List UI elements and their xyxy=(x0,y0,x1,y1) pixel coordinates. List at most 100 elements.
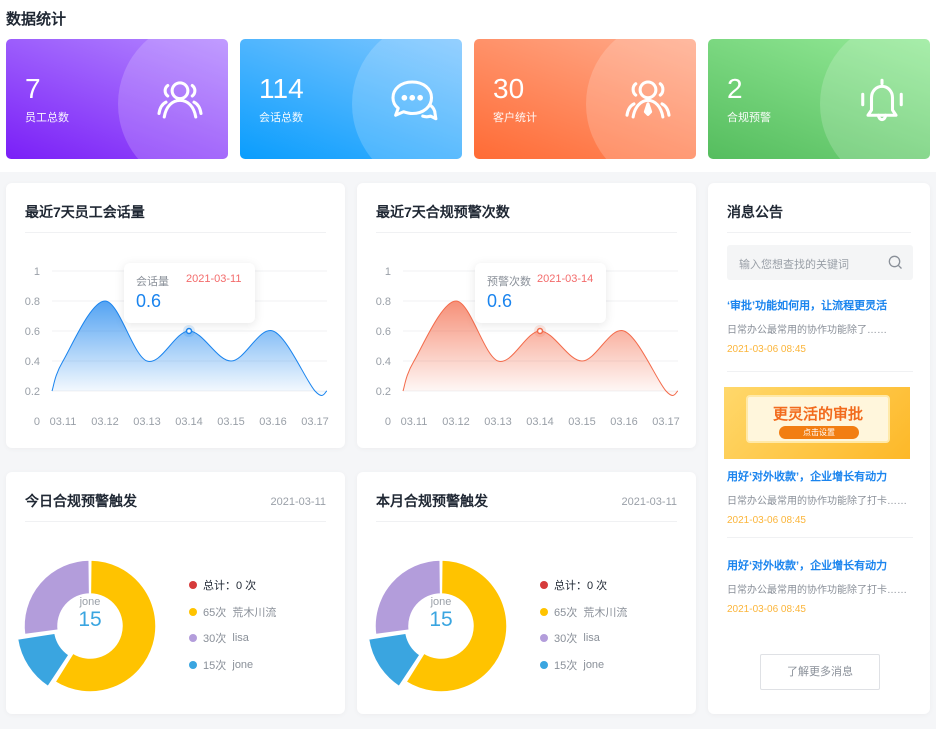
tooltip-value: 0.6 xyxy=(487,291,513,311)
donut-center: jone 15 xyxy=(60,596,120,632)
y-tick-label: 0.4 xyxy=(376,356,391,368)
divider xyxy=(25,232,326,233)
tooltip-label: 会话量 xyxy=(136,276,169,288)
notice-summary: 日常办公最常用的协作功能除了…… xyxy=(727,325,887,336)
panel-title: 今日合规预警触发 xyxy=(25,493,137,509)
x-tick-label: 03.17 xyxy=(652,416,680,428)
legend-item[interactable]: 15次 jone xyxy=(540,652,627,679)
panel-title: 最近7天合规预警次数 xyxy=(376,204,510,220)
notice-date: 2021-03-06 08:45 xyxy=(727,604,806,615)
x-tick-label: 03.12 xyxy=(91,416,119,428)
x-tick-label: 03.11 xyxy=(401,416,428,428)
search-icon[interactable] xyxy=(888,255,903,270)
legend-dot xyxy=(189,581,197,590)
panel-title: 消息公告 xyxy=(727,204,783,220)
notice-title[interactable]: 用好‘对外收款’，企业增长有动力 xyxy=(727,560,888,572)
search-input[interactable]: 输入您想查找的关键词 xyxy=(727,245,913,280)
decor-circle xyxy=(586,39,696,159)
x-tick-label: 03.16 xyxy=(259,416,287,428)
tooltip-value: 0.6 xyxy=(136,291,162,311)
stat-card[interactable]: 30 客户统计 xyxy=(474,39,696,159)
legend-item[interactable]: 65次 荒木川流 xyxy=(189,599,276,626)
page-title: 数据统计 xyxy=(6,11,67,28)
donut-panel-today: 今日合规预警触发 2021-03-11 jone 15 总计：0 次 65次 荒木川流… xyxy=(6,472,345,714)
legend-dot xyxy=(540,581,548,590)
panel-title: 本月合规预警触发 xyxy=(376,493,488,509)
stat-value: 114 xyxy=(259,73,304,104)
y-tick-label: 0.4 xyxy=(25,356,40,368)
stat-value: 30 xyxy=(493,73,525,104)
center-value: 15 xyxy=(78,608,102,631)
center-name: jone xyxy=(79,596,101,608)
legend-name: 荒木川流 xyxy=(583,606,628,619)
decor-circle xyxy=(820,39,930,159)
notice-item[interactable]: 用好‘对外收款’，企业增长有动力 日常办公最常用的协作功能除了打卡…… 2021… xyxy=(727,468,913,526)
stat-card[interactable]: 2 合规预警 xyxy=(708,39,930,159)
donut-slice[interactable] xyxy=(374,559,442,636)
tooltip-label: 预警次数 xyxy=(487,276,531,288)
donut-slice[interactable] xyxy=(23,559,91,636)
chat-icon xyxy=(391,80,438,121)
panel-date: 2021-03-11 xyxy=(621,496,677,508)
x-tick-label: 03.13 xyxy=(484,416,512,428)
legend-count: 65次 xyxy=(554,606,578,619)
y-tick-label: 1 xyxy=(34,266,40,278)
active-point[interactable] xyxy=(536,327,544,335)
legend-dot xyxy=(189,607,197,616)
notice-date: 2021-03-06 08:45 xyxy=(727,344,806,355)
notice-title[interactable]: ‘审批’功能如何用，让流程更灵活 xyxy=(727,300,888,312)
y-tick-label: 0 xyxy=(34,416,40,428)
donut-slice[interactable] xyxy=(53,559,157,693)
notice-panel: 消息公告 输入您想查找的关键词 ‘审批’功能如何用，让流程更灵活 日常办公最常用… xyxy=(708,183,930,714)
search-placeholder: 输入您想查找的关键词 xyxy=(739,259,849,271)
stat-card[interactable]: 7 员工总数 xyxy=(6,39,228,159)
legend-total-label: 总计：0 次 xyxy=(554,580,608,593)
notice-date: 2021-03-06 08:45 xyxy=(727,515,806,526)
banner-button[interactable]: 点击设置 xyxy=(779,426,859,439)
center-name: jone xyxy=(430,596,452,608)
notice-item[interactable]: 用好‘对外收款’，企业增长有动力 日常办公最常用的协作功能除了打卡…… 2021… xyxy=(727,557,913,615)
donut-slice[interactable] xyxy=(367,632,422,688)
more-messages-button[interactable]: 了解更多消息 xyxy=(760,654,880,690)
legend-item[interactable]: 65次 荒木川流 xyxy=(540,599,627,626)
donut-slice[interactable] xyxy=(16,632,71,688)
divider xyxy=(376,521,677,522)
notice-title[interactable]: 用好‘对外收款’，企业增长有动力 xyxy=(727,471,888,483)
legend-total-label: 总计：0 次 xyxy=(203,580,257,593)
x-tick-label: 03.14 xyxy=(175,416,203,428)
decor-circle xyxy=(118,39,228,159)
notice-item[interactable]: ‘审批’功能如何用，让流程更灵活 日常办公最常用的协作功能除了…… 2021-0… xyxy=(727,297,913,355)
x-tick-label: 03.17 xyxy=(301,416,329,428)
stat-value: 2 xyxy=(727,73,743,104)
donut-chart xyxy=(16,559,157,693)
notice-summary: 日常办公最常用的协作功能除了打卡…… xyxy=(727,585,907,596)
area-chart: 0 0.2 0.4 0.6 0.8 1 03.11 03.12 03.13 03.14 03.15 0… xyxy=(25,266,329,428)
divider xyxy=(727,537,913,538)
legend-dot xyxy=(189,660,197,669)
legend-item[interactable]: 30次 lisa xyxy=(189,625,276,652)
donut-legend: 总计：0 次 65次 荒木川流 30次 lisa 15次 jone xyxy=(189,572,276,678)
legend-name: lisa xyxy=(583,632,600,645)
notice-banner[interactable]: 更灵活的审批 点击设置 xyxy=(724,387,910,459)
legend-item[interactable]: 15次 jone xyxy=(189,652,276,679)
banner-title: 更灵活的审批 xyxy=(772,406,863,423)
divider xyxy=(25,521,326,522)
legend-count: 15次 xyxy=(554,659,578,672)
x-tick-label: 03.11 xyxy=(50,416,77,428)
y-tick-label: 0.6 xyxy=(376,326,391,338)
legend-dot xyxy=(540,634,548,643)
legend-dot xyxy=(540,660,548,669)
panel-title: 最近7天员工会话量 xyxy=(25,204,145,220)
active-point[interactable] xyxy=(185,327,193,335)
x-tick-label: 03.15 xyxy=(568,416,596,428)
tooltip-date: 2021-03-14 xyxy=(537,273,594,285)
notice-summary: 日常办公最常用的协作功能除了打卡…… xyxy=(727,496,907,507)
legend-name: jone xyxy=(583,658,605,671)
stat-card[interactable]: 114 会话总数 xyxy=(240,39,462,159)
tooltip-date: 2021-03-11 xyxy=(186,273,242,285)
stat-value: 7 xyxy=(25,73,41,104)
donut-slice[interactable] xyxy=(404,559,508,693)
legend-name: 荒木川流 xyxy=(232,606,277,619)
legend-item[interactable]: 30次 lisa xyxy=(540,625,627,652)
center-value: 15 xyxy=(429,608,453,631)
